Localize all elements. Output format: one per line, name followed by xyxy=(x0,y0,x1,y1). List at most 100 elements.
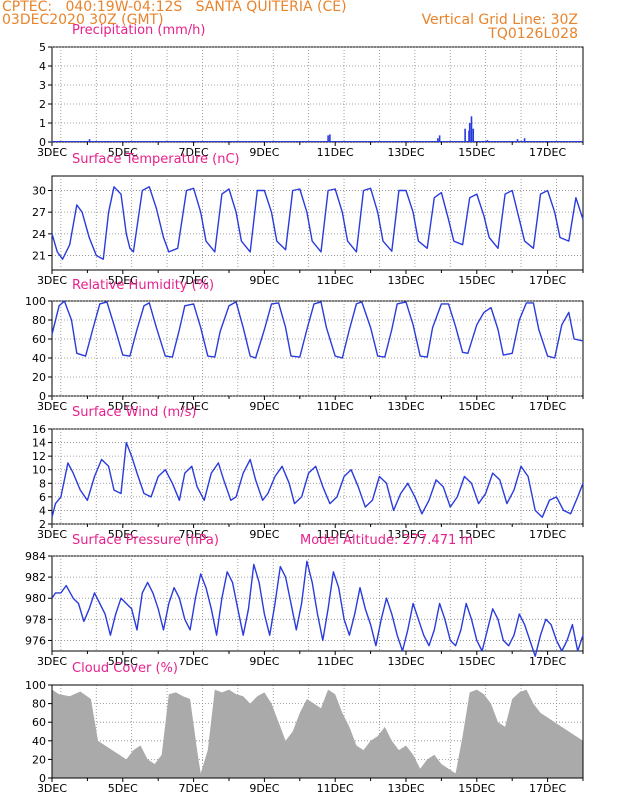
wind-ytick-label: 10 xyxy=(32,464,46,477)
precip-bar xyxy=(327,135,329,142)
temp-title: Surface Temperature (nC) xyxy=(72,152,240,167)
wind-xtick-label: 15DEC xyxy=(458,528,495,541)
cloud-xtick-label: 7DEC xyxy=(179,782,209,795)
precip-xtick-label: 5DEC xyxy=(108,146,138,159)
precip-ytick-label: 4 xyxy=(39,60,46,73)
precip-panel: 0 1 2 3 4 5 3DEC 5DEC 7DEC 9DEC 11DEC 13DEC 15DEC 17D… xyxy=(37,23,584,159)
cloud-ytick-label: 40 xyxy=(32,735,46,748)
press-ytick-label: 978 xyxy=(25,613,46,626)
press-xtick-label: 3DEC xyxy=(37,655,67,668)
cloud-ytick-label: 60 xyxy=(32,716,46,729)
wind-ytick-label: 6 xyxy=(39,491,46,504)
rh-xtick-label: 3DEC xyxy=(37,400,67,413)
wind-ytick-label: 8 xyxy=(39,477,46,490)
precip-ytick-label: 5 xyxy=(39,41,46,54)
precip-bar xyxy=(88,139,91,142)
precip-frame xyxy=(51,46,584,143)
press-ytick-label: 976 xyxy=(25,634,46,647)
rh-series-line xyxy=(51,300,584,359)
temp-ytick-label: 21 xyxy=(32,250,46,263)
precip-bar xyxy=(470,116,473,142)
precip-bar xyxy=(329,134,331,142)
precip-ytick-label: 3 xyxy=(39,79,46,92)
precip-bar xyxy=(468,123,471,142)
header-grid-note: Vertical Grid Line: 30Z xyxy=(421,12,578,28)
precip-bar xyxy=(438,135,441,142)
press-frame xyxy=(51,555,584,652)
press-ytick-label: 980 xyxy=(25,592,46,605)
temp-ytick-label: 30 xyxy=(32,184,46,197)
cloud-xtick-label: 3DEC xyxy=(37,782,67,795)
press-xtick-label: 11DEC xyxy=(317,655,354,668)
rh-xtick-label: 11DEC xyxy=(317,400,354,413)
wind-series-line xyxy=(51,441,584,518)
precip-ytick-label: 1 xyxy=(39,117,46,130)
cloud-xtick-label: 9DEC xyxy=(249,782,279,795)
rh-ytick-label: 80 xyxy=(32,314,46,327)
wind-ytick-label: 16 xyxy=(32,423,46,436)
press-panel: 976 978 980 982 984 3DEC 5DEC 7DEC 9DEC 11DEC 13DE… xyxy=(25,533,584,668)
rh-ytick-label: 0 xyxy=(39,390,46,403)
cloud-xtick-label: 11DEC xyxy=(317,782,354,795)
rh-ytick-label: 60 xyxy=(32,333,46,346)
cloud-panel: 0 20 40 60 80 100 3DEC 5DEC 7DEC 9DEC 11DEC 13DEC 15… xyxy=(25,661,584,795)
rh-title: Relative Humidity (%) xyxy=(72,278,214,293)
rh-xtick-label: 7DEC xyxy=(179,400,209,413)
wind-ytick-label: 2 xyxy=(39,518,46,531)
precip-bar xyxy=(464,128,466,142)
precip-bar xyxy=(486,140,489,142)
press-subtitle: Model Altitude: 277.471 m xyxy=(300,533,473,548)
rh-xtick-label: 13DEC xyxy=(387,400,424,413)
rh-xtick-label: 5DEC xyxy=(108,400,138,413)
wind-ytick-label: 12 xyxy=(32,450,46,463)
rh-ytick-label: 40 xyxy=(32,352,46,365)
wind-xtick-label: 7DEC xyxy=(179,528,209,541)
precip-bar xyxy=(516,139,519,142)
precip-xtick-label: 11DEC xyxy=(317,146,354,159)
temp-ytick-label: 27 xyxy=(32,206,46,219)
rh-xtick-label: 15DEC xyxy=(458,400,495,413)
press-xtick-label: 17DEC xyxy=(529,655,566,668)
precip-bar xyxy=(437,138,439,142)
wind-xtick-label: 13DEC xyxy=(387,528,424,541)
wind-xtick-label: 11DEC xyxy=(317,528,354,541)
temp-xtick-label: 13DEC xyxy=(387,274,424,287)
precip-bar xyxy=(51,141,53,142)
precip-ytick-label: 2 xyxy=(39,98,46,111)
wind-frame xyxy=(51,428,584,525)
wind-xtick-label: 9DEC xyxy=(249,528,279,541)
cloud-frame-top xyxy=(51,684,584,779)
wind-xtick-label: 3DEC xyxy=(37,528,67,541)
cloud-xtick-label: 15DEC xyxy=(458,782,495,795)
cloud-area xyxy=(52,689,583,778)
precip-xtick-label: 13DEC xyxy=(387,146,424,159)
rh-panel: 0 20 40 60 80 100 3DEC 5DEC 7DEC 9DEC 11DEC 13DEC 15… xyxy=(25,278,584,413)
precip-bar xyxy=(523,138,526,142)
press-xtick-label: 13DEC xyxy=(387,655,424,668)
press-ytick-label: 984 xyxy=(25,550,46,563)
temp-frame xyxy=(51,175,584,271)
header-location: CPTEC: 040:19W-04:12S SANTA QUITERIA (CE… xyxy=(2,0,347,15)
temp-series-line xyxy=(51,186,584,260)
cloud-xtick-label: 17DEC xyxy=(529,782,566,795)
press-ytick-label: 982 xyxy=(25,571,46,584)
cloud-ytick-label: 20 xyxy=(32,753,46,766)
precip-xtick-label: 3DEC xyxy=(37,146,67,159)
wind-xtick-label: 17DEC xyxy=(529,528,566,541)
press-title: Surface Pressure (hPa) xyxy=(72,533,219,548)
press-xtick-label: 15DEC xyxy=(458,655,495,668)
press-xtick-label: 7DEC xyxy=(179,655,209,668)
temp-xtick-label: 15DEC xyxy=(458,274,495,287)
cloud-ytick-label: 0 xyxy=(39,772,46,785)
temp-panel: 21 24 27 30 3DEC 5DEC 7DEC 9DEC 11DEC 13DEC 15DEC 1… xyxy=(32,152,584,287)
rh-frame xyxy=(51,300,584,397)
cloud-title: Cloud Cover (%) xyxy=(72,661,178,676)
precip-xtick-label: 17DEC xyxy=(529,146,566,159)
temp-xtick-label: 11DEC xyxy=(317,274,354,287)
temp-xtick-label: 9DEC xyxy=(249,274,279,287)
cloud-xtick-label: 5DEC xyxy=(108,782,138,795)
precip-title: Precipitation (mm/h) xyxy=(72,23,205,38)
header-run-date: 03DEC2020 30Z (GMT) xyxy=(2,12,164,28)
